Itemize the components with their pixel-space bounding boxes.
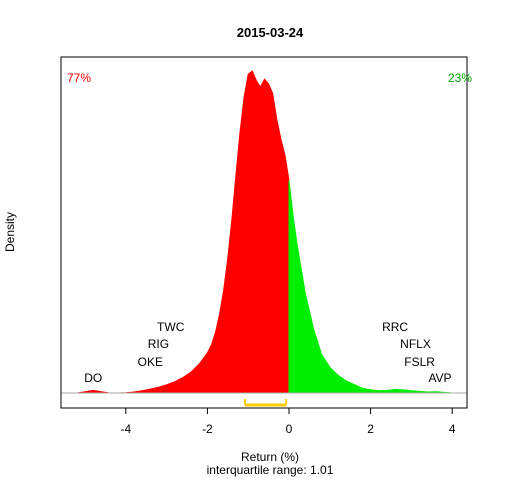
x-tick-label: -2 bbox=[202, 422, 213, 436]
ticker-label-twc: TWC bbox=[157, 320, 185, 334]
negative-return-area bbox=[76, 70, 290, 394]
x-tick-label: -4 bbox=[120, 422, 131, 436]
plot-area bbox=[60, 56, 468, 409]
iqr-subtitle: interquartile range: 1.01 bbox=[207, 463, 334, 477]
negative-share-label: 77% bbox=[67, 71, 91, 85]
ticker-label-fslr: FSLR bbox=[404, 355, 435, 369]
x-tick-label: 2 bbox=[367, 422, 374, 436]
ticker-annotations: DO OKE RIG TWC RRC NFLX FSLR AVP bbox=[84, 320, 451, 385]
x-axis: -4 -2 0 2 4 bbox=[120, 408, 456, 436]
iqr-marker bbox=[243, 399, 288, 407]
x-tick-label: 0 bbox=[286, 422, 293, 436]
ticker-label-oke: OKE bbox=[138, 355, 163, 369]
x-axis-label: Return (%) bbox=[241, 450, 299, 464]
ticker-label-rrc: RRC bbox=[382, 320, 408, 334]
chart-title: 2015-03-24 bbox=[237, 25, 304, 40]
ticker-label-do: DO bbox=[84, 371, 102, 385]
plot-frame bbox=[60, 56, 468, 409]
ticker-label-rig: RIG bbox=[148, 337, 169, 351]
positive-share-label: 23% bbox=[448, 71, 472, 85]
x-tick-label: 4 bbox=[449, 422, 456, 436]
y-axis-label: Density bbox=[3, 212, 17, 252]
positive-return-area bbox=[288, 180, 453, 394]
ticker-label-avp: AVP bbox=[428, 371, 451, 385]
ticker-label-nflx: NFLX bbox=[400, 337, 431, 351]
